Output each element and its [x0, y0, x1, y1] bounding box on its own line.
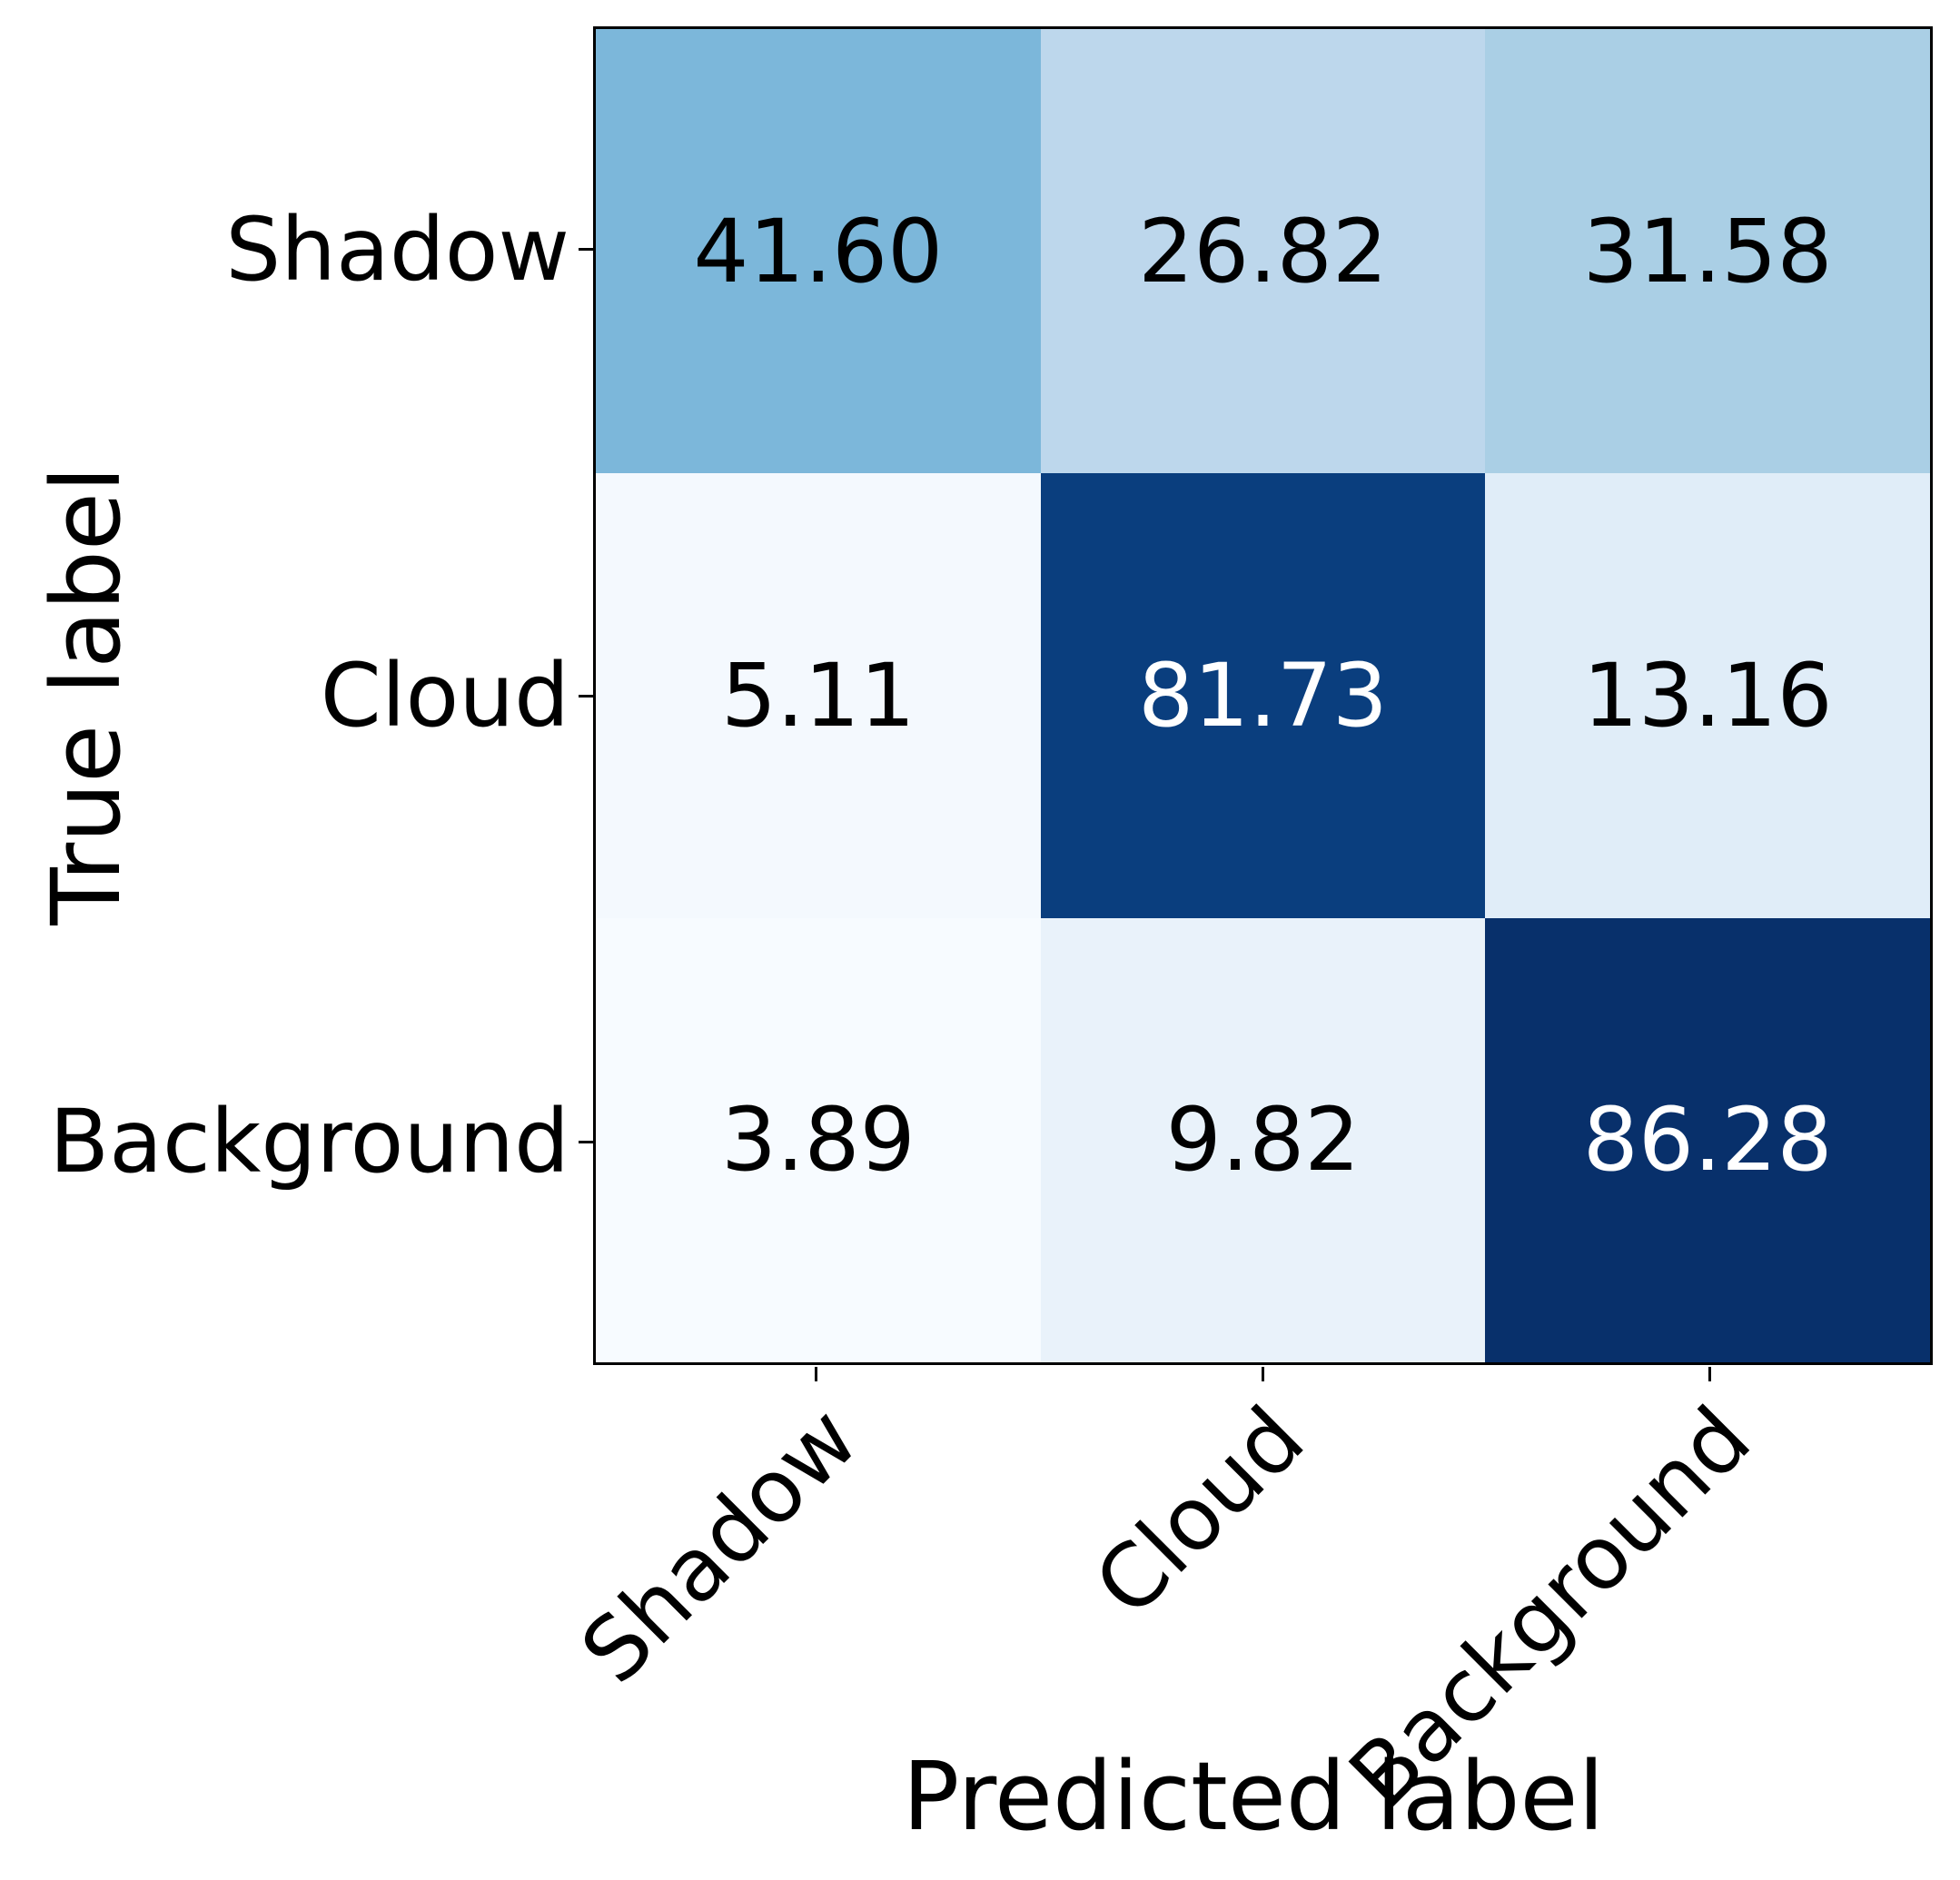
cell-value: 86.28 [1582, 1089, 1833, 1192]
y-tick-label-background: Background [49, 1091, 569, 1193]
x-tick-mark-cloud [1262, 1367, 1264, 1381]
cell-value: 3.89 [720, 1089, 916, 1192]
heatmap-plot: 41.60 26.82 31.58 5.11 81.73 13.16 3.89 9.82 86.… [593, 26, 1933, 1365]
matrix-cell-cloud-cloud: 81.73 [1040, 473, 1486, 918]
matrix-cell-cloud-shadow: 5.11 [596, 473, 1041, 918]
matrix-cell-cloud-background: 13.16 [1485, 473, 1930, 918]
matrix-cell-shadow-shadow: 41.60 [596, 29, 1041, 474]
y-tick-mark-background [579, 1140, 593, 1143]
y-tick-label-shadow: Shadow [225, 198, 569, 301]
matrix-cell-background-cloud: 9.82 [1040, 917, 1486, 1362]
x-axis-title: Predicted label [902, 1741, 1605, 1852]
cell-value: 13.16 [1582, 644, 1833, 747]
x-tick-label-shadow: Shadow [561, 1387, 877, 1703]
cell-value: 41.60 [693, 200, 944, 302]
cell-value: 31.58 [1582, 200, 1833, 302]
cell-value: 9.82 [1165, 1089, 1361, 1192]
x-tick-mark-shadow [815, 1367, 818, 1381]
y-tick-label-cloud: Cloud [320, 645, 569, 747]
y-tick-mark-shadow [579, 248, 593, 252]
matrix-cell-shadow-background: 31.58 [1485, 29, 1930, 474]
x-tick-label-cloud: Cloud [1075, 1387, 1324, 1636]
cell-value: 81.73 [1138, 644, 1388, 747]
x-tick-mark-background [1708, 1367, 1711, 1381]
matrix-cell-background-shadow: 3.89 [596, 917, 1041, 1362]
matrix-cell-background-background: 86.28 [1485, 917, 1930, 1362]
cell-value: 26.82 [1138, 200, 1388, 302]
cell-value: 5.11 [720, 644, 916, 747]
matrix-cell-shadow-cloud: 26.82 [1040, 29, 1486, 474]
y-tick-mark-cloud [579, 694, 593, 698]
